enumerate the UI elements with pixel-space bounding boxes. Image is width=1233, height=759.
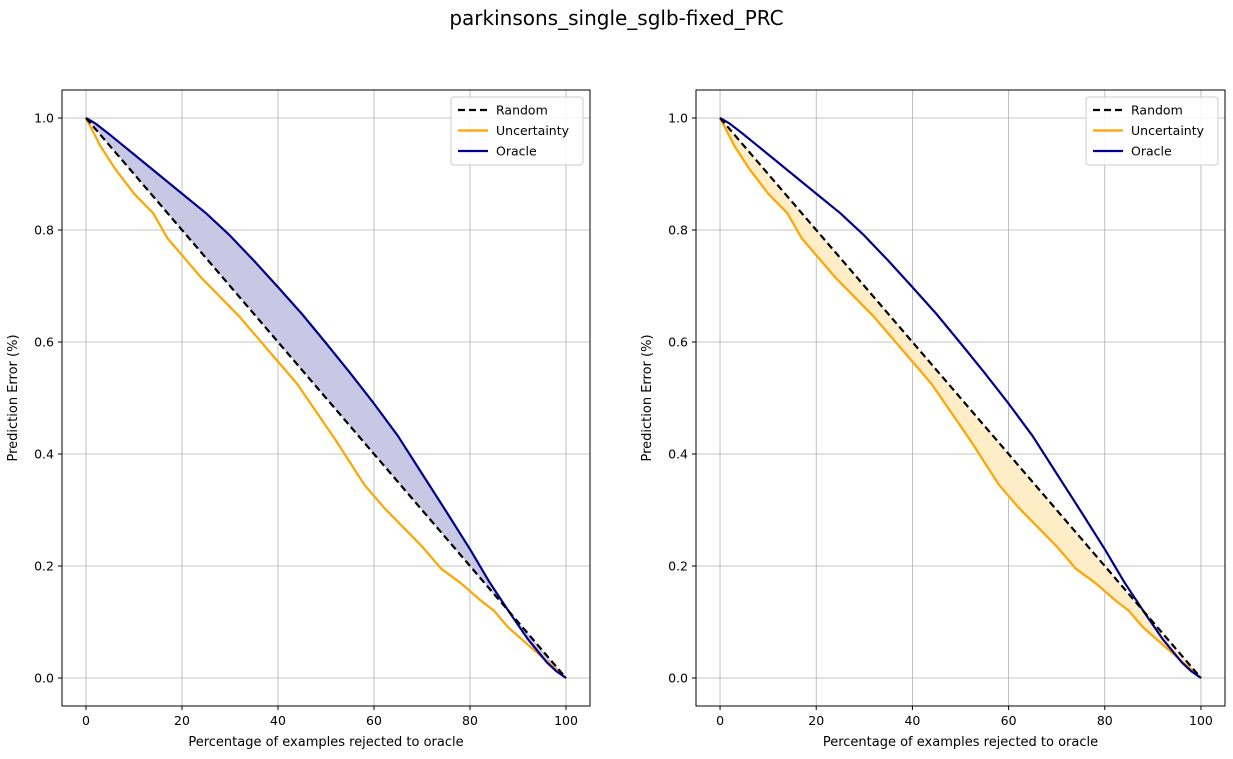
x-tick-label: 60 — [1001, 713, 1017, 728]
y-tick-label: 0.8 — [668, 223, 688, 238]
x-tick-label: 100 — [554, 713, 578, 728]
y-tick-label: 0.6 — [668, 335, 688, 350]
series-line-random — [85, 117, 567, 679]
y-axis-label: Prediction Error (%) — [6, 334, 21, 461]
chart-left: 0 20 40 60 80 100 0.0 0.2 0.4 0.6 0.8 1.0 Percentage… — [6, 89, 591, 750]
legend-label-oracle: Oracle — [1131, 144, 1172, 159]
x-tick-label: 80 — [462, 713, 478, 728]
x-axis-label: Percentage of examples rejected to oracl… — [188, 735, 463, 750]
legend-label-random: Random — [1131, 103, 1183, 118]
plot-frame — [695, 89, 1226, 707]
y-tick-label: 0.2 — [34, 559, 54, 574]
x-tick-label: 0 — [82, 713, 90, 728]
y-tick-label: 0.4 — [34, 447, 54, 462]
y-axis-label: Prediction Error (%) — [640, 334, 655, 461]
legend-label-uncertainty: Uncertainty — [1131, 123, 1205, 138]
x-axis-label: Percentage of examples rejected to oracl… — [823, 735, 1098, 750]
y-tick-label: 0.0 — [668, 671, 688, 686]
x-tick-label: 40 — [270, 713, 286, 728]
x-tick-label: 0 — [716, 713, 724, 728]
y-tick-label: 0.2 — [668, 559, 688, 574]
y-tick-label: 1.0 — [668, 111, 688, 126]
y-tick-label: 0.8 — [34, 223, 54, 238]
series-line-uncertainty — [719, 117, 1202, 679]
chart-right: 0 20 40 60 80 100 0.0 0.2 0.4 0.6 0.8 1.0 Percentage… — [640, 89, 1226, 750]
y-tick-label: 1.0 — [34, 111, 54, 126]
y-tick-label: 0.6 — [34, 335, 54, 350]
figure-title: parkinsons_single_sglb-fixed_PRC — [449, 6, 784, 30]
x-tick-label: 100 — [1189, 713, 1213, 728]
x-tick-label: 20 — [808, 713, 824, 728]
y-tick-label: 0.0 — [34, 671, 54, 686]
legend: Random Uncertainty Oracle — [450, 96, 584, 166]
plot-frame — [61, 89, 591, 707]
legend-label-oracle: Oracle — [496, 144, 537, 159]
x-tick-label: 80 — [1097, 713, 1113, 728]
legend-box — [1085, 96, 1219, 166]
y-tick-label: 0.4 — [668, 447, 688, 462]
series-line-random — [719, 117, 1202, 679]
legend: Random Uncertainty Oracle — [1085, 96, 1219, 166]
x-tick-label: 60 — [366, 713, 382, 728]
series-line-uncertainty — [85, 117, 567, 679]
x-tick-label: 20 — [174, 713, 190, 728]
legend-box — [450, 96, 584, 166]
x-tick-label: 40 — [904, 713, 920, 728]
legend-label-uncertainty: Uncertainty — [496, 123, 570, 138]
legend-label-random: Random — [496, 103, 548, 118]
